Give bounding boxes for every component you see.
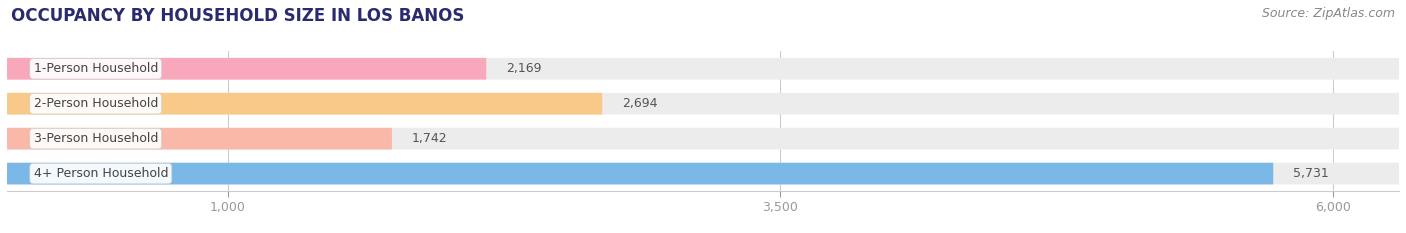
FancyBboxPatch shape bbox=[7, 58, 1399, 80]
FancyBboxPatch shape bbox=[7, 93, 1399, 115]
Text: 4+ Person Household: 4+ Person Household bbox=[34, 167, 169, 180]
Text: 2,169: 2,169 bbox=[506, 62, 541, 75]
Text: Source: ZipAtlas.com: Source: ZipAtlas.com bbox=[1261, 7, 1395, 20]
FancyBboxPatch shape bbox=[7, 163, 1399, 185]
FancyBboxPatch shape bbox=[7, 93, 602, 115]
Text: 2,694: 2,694 bbox=[621, 97, 658, 110]
Text: OCCUPANCY BY HOUSEHOLD SIZE IN LOS BANOS: OCCUPANCY BY HOUSEHOLD SIZE IN LOS BANOS bbox=[11, 7, 464, 25]
FancyBboxPatch shape bbox=[7, 163, 1274, 185]
Text: 3-Person Household: 3-Person Household bbox=[34, 132, 157, 145]
Text: 5,731: 5,731 bbox=[1294, 167, 1329, 180]
FancyBboxPatch shape bbox=[7, 128, 392, 150]
FancyBboxPatch shape bbox=[7, 58, 486, 80]
Text: 1,742: 1,742 bbox=[412, 132, 447, 145]
Text: 1-Person Household: 1-Person Household bbox=[34, 62, 157, 75]
Text: 2-Person Household: 2-Person Household bbox=[34, 97, 157, 110]
FancyBboxPatch shape bbox=[7, 128, 1399, 150]
